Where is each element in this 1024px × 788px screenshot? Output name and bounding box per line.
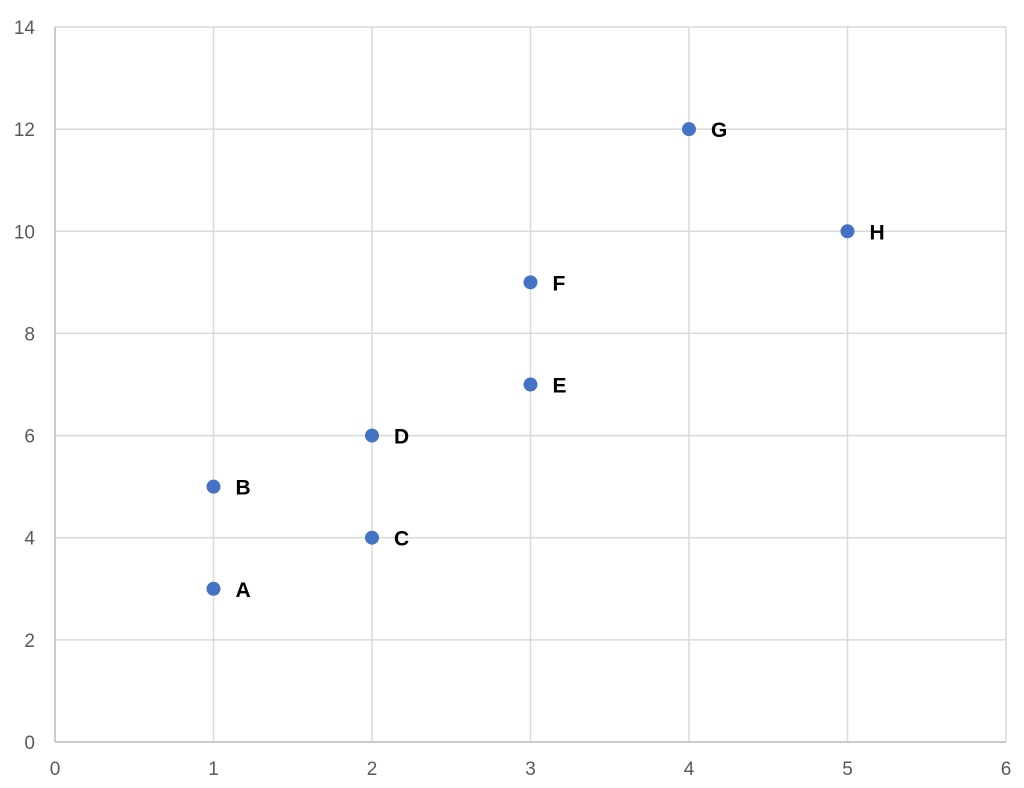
point-label: G (711, 119, 727, 142)
y-tick-label: 8 (24, 324, 35, 345)
x-tick-label: 0 (50, 759, 61, 780)
marker-icon (523, 377, 538, 392)
y-tick-label: 0 (24, 733, 35, 754)
marker-icon (365, 530, 379, 545)
point-label: F (553, 272, 566, 295)
point-label: A (236, 579, 251, 602)
marker-icon (206, 479, 221, 494)
x-tick-label: 6 (1001, 759, 1012, 780)
point-label: C (394, 528, 409, 551)
x-tick-label: 1 (208, 759, 219, 780)
y-tick-label: 12 (14, 120, 35, 141)
y-axis-tick-labels: 0 2 4 6 8 10 12 14 (14, 18, 36, 754)
x-tick-label: 2 (367, 759, 378, 780)
x-tick-label: 3 (525, 759, 536, 780)
data-points: A B C D E F G H (206, 119, 885, 602)
data-point-f: F (523, 272, 566, 295)
marker-icon (365, 428, 379, 443)
x-tick-label: 5 (842, 759, 853, 780)
x-tick-label: 4 (684, 759, 695, 780)
data-point-d: D (365, 426, 409, 449)
y-tick-label: 2 (24, 631, 35, 652)
data-point-g: G (682, 119, 727, 142)
y-tick-label: 4 (24, 529, 35, 550)
y-tick-label: 14 (14, 18, 36, 39)
marker-icon (523, 275, 538, 290)
data-point-b: B (206, 477, 251, 500)
data-point-c: C (365, 528, 409, 551)
point-label: E (553, 375, 567, 398)
x-axis-tick-labels: 0 1 2 3 4 5 6 (50, 759, 1012, 780)
point-label: H (870, 221, 885, 244)
data-point-h: H (840, 221, 885, 244)
marker-icon (840, 224, 855, 239)
y-tick-label: 6 (24, 427, 35, 448)
marker-icon (682, 122, 696, 137)
marker-icon (206, 581, 221, 596)
point-label: D (394, 426, 409, 449)
point-label: B (236, 477, 251, 500)
axes (54, 27, 1006, 743)
y-tick-label: 10 (14, 222, 35, 243)
data-point-e: E (523, 375, 567, 398)
data-point-a: A (206, 579, 251, 602)
